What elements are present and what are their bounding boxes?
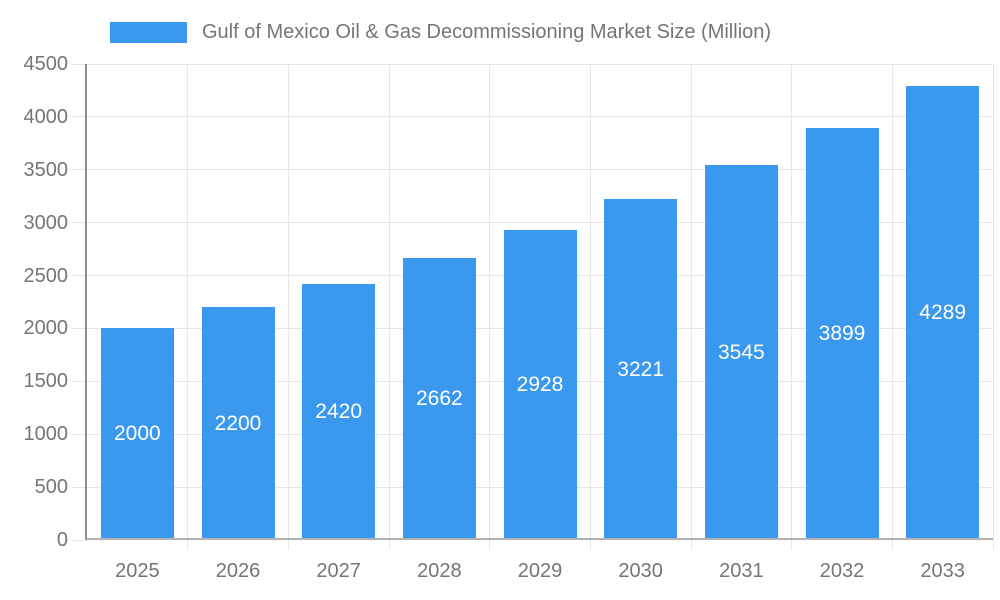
x-axis-tick-label: 2026 <box>215 560 261 582</box>
x-axis-tick-label: 2032 <box>819 560 865 582</box>
gridline-horizontal <box>72 169 993 171</box>
x-axis-tick-label: 2028 <box>417 560 462 582</box>
y-axis-line <box>85 64 87 540</box>
x-axis-tick-label: 2033 <box>920 560 965 582</box>
bar-value-label: 2662 <box>415 387 463 411</box>
legend[interactable]: Gulf of Mexico Oil & Gas Decommissioning… <box>110 20 771 45</box>
y-axis-tick-label: 4500 <box>23 53 69 75</box>
gridline-vertical <box>589 64 591 550</box>
bar: 3899 <box>805 127 879 540</box>
gridline-vertical <box>791 64 793 550</box>
x-axis-tick-label: 2030 <box>618 560 663 582</box>
y-axis-tick-label: 2500 <box>23 264 69 287</box>
y-axis-tick-label: 3500 <box>23 158 69 181</box>
bar-value-label: 3545 <box>717 340 765 364</box>
bar-value-label: 2000 <box>113 422 161 446</box>
gridline-vertical <box>690 64 692 550</box>
plot-area: 2000 2200 2420 2662 2928 3221 3545 3899 4289 <box>72 63 994 550</box>
bar: 2928 <box>503 230 577 540</box>
bar-value-label: 2200 <box>214 411 262 435</box>
bar: 2420 <box>302 284 376 540</box>
y-axis-tick-label: 3000 <box>23 211 69 234</box>
bar-value-label: 2420 <box>315 400 363 423</box>
y-axis-tick-label: 1500 <box>23 370 69 393</box>
bar: 2200 <box>201 307 275 540</box>
bar: 2662 <box>402 258 476 540</box>
x-axis-tick-label: 2031 <box>719 560 764 582</box>
y-axis-tick-label: 0 <box>56 529 68 551</box>
x-axis-tick-label: 2025 <box>115 560 160 582</box>
gridline-vertical <box>992 64 994 550</box>
y-axis-tick-label: 500 <box>34 476 68 499</box>
bar-value-label: 3899 <box>818 321 866 345</box>
gridline-vertical <box>489 64 491 550</box>
bar-value-label: 2928 <box>516 373 564 397</box>
bar: 2000 <box>100 328 174 540</box>
gridline-vertical <box>891 64 893 550</box>
bar-value-label: 4289 <box>919 301 967 325</box>
bar: 3221 <box>604 199 678 540</box>
y-axis-tick <box>72 539 87 541</box>
y-axis-tick-label: 2000 <box>23 317 69 340</box>
gridline-vertical <box>388 64 390 550</box>
y-axis-tick-label: 1000 <box>23 423 69 446</box>
bar-value-label: 3221 <box>617 357 665 381</box>
x-axis-tick-label: 2027 <box>316 560 361 582</box>
legend-swatch-icon <box>110 22 187 43</box>
bar: 3545 <box>704 165 778 540</box>
gridline-vertical <box>187 64 189 550</box>
gridline-horizontal <box>72 222 993 224</box>
legend-label: Gulf of Mexico Oil & Gas Decommissioning… <box>202 21 772 43</box>
y-axis-labels: 0 500 1000 1500 2000 2500 3000 3500 4000 4500 <box>0 53 69 551</box>
bar: 4289 <box>906 86 980 540</box>
x-axis-labels: 2025 2026 2027 2028 2029 2030 2031 2032 2033 <box>87 558 993 588</box>
gridline-horizontal <box>72 63 993 65</box>
gridline-horizontal <box>72 116 993 118</box>
x-axis-tick-label: 2029 <box>517 560 563 582</box>
y-axis-tick-label: 4000 <box>23 105 69 128</box>
x-axis-line <box>85 538 993 540</box>
gridline-vertical <box>287 64 289 550</box>
